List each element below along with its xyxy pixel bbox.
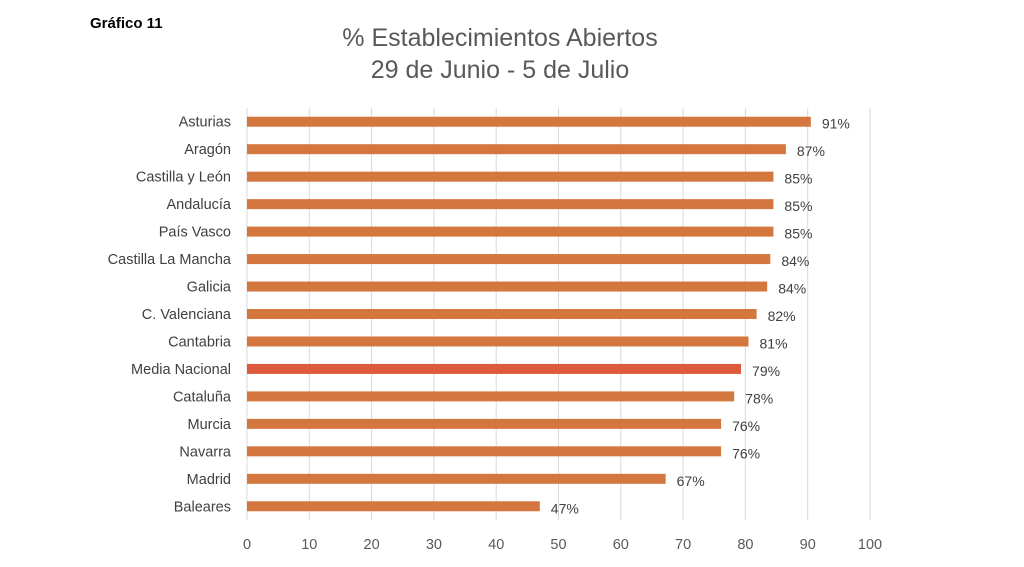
category-label: Cantabria [168, 334, 232, 350]
x-tick-label: 100 [858, 537, 882, 553]
category-label: Navarra [179, 444, 232, 460]
bar [247, 144, 786, 155]
bar [247, 391, 735, 402]
x-tick-label: 10 [301, 537, 317, 553]
bar [247, 501, 540, 512]
category-label: Murcia [187, 417, 231, 433]
category-label: Andalucía [167, 197, 232, 213]
category-label: C. Valenciana [142, 307, 232, 323]
category-label: Aragón [184, 142, 231, 158]
bar [247, 336, 749, 347]
x-tick-label: 90 [800, 537, 816, 553]
bar [247, 473, 666, 484]
chart-title: % Establecimientos Abiertos [342, 24, 658, 52]
data-label: 47% [551, 500, 579, 516]
chart-subtitle: 29 de Junio - 5 de Julio [370, 56, 630, 84]
bar [247, 226, 774, 237]
bar [247, 199, 774, 210]
x-tick-label: 70 [675, 537, 691, 553]
data-label: 78% [745, 390, 773, 406]
bar [247, 363, 742, 374]
data-label: 84% [778, 281, 806, 297]
category-label: Castilla y León [136, 170, 231, 186]
x-tick-label: 30 [426, 537, 442, 553]
x-tick-label: 80 [737, 537, 753, 553]
category-label: Asturias [179, 115, 231, 131]
data-label: 87% [797, 143, 825, 159]
data-label: 84% [781, 253, 809, 269]
data-label: 81% [760, 335, 788, 351]
data-label: 82% [768, 308, 796, 324]
data-label: 76% [732, 445, 760, 461]
category-label: Media Nacional [131, 362, 231, 378]
bar [247, 281, 768, 292]
category-label: País Vasco [159, 225, 231, 241]
x-tick-label: 40 [488, 537, 504, 553]
data-label: 79% [752, 363, 780, 379]
bar [247, 418, 722, 429]
chart-tag: Gráfico 11 [90, 15, 163, 32]
category-label: Galicia [187, 280, 232, 296]
bar [247, 254, 771, 265]
x-tick-label: 50 [550, 537, 566, 553]
bar [247, 446, 722, 457]
category-label: Madrid [187, 472, 231, 488]
data-label: 91% [822, 116, 850, 132]
category-label: Castilla La Mancha [108, 252, 232, 268]
bar [247, 116, 811, 127]
x-axis-ticks: 0 10 20 30 40 50 60 70 80 90 100 [243, 537, 882, 553]
x-tick-label: 0 [243, 537, 251, 553]
x-tick-label: 20 [364, 537, 380, 553]
data-label: 85% [784, 198, 812, 214]
data-labels: 91% 87% 85% 85% 85% 84% 84% 82% 81% 79% 78% 76% 76% 6… [551, 116, 850, 517]
data-label: 76% [732, 418, 760, 434]
bar [247, 309, 757, 319]
category-label: Baleares [174, 499, 231, 515]
bar [247, 171, 774, 182]
category-label: Cataluña [173, 389, 232, 405]
data-label: 85% [784, 171, 812, 187]
x-tick-label: 60 [613, 537, 629, 553]
data-label: 67% [677, 473, 705, 489]
data-label: 85% [784, 226, 812, 242]
bars [247, 116, 811, 512]
category-labels: Asturias Aragón Castilla y León Andalucía Pa… [108, 115, 232, 516]
